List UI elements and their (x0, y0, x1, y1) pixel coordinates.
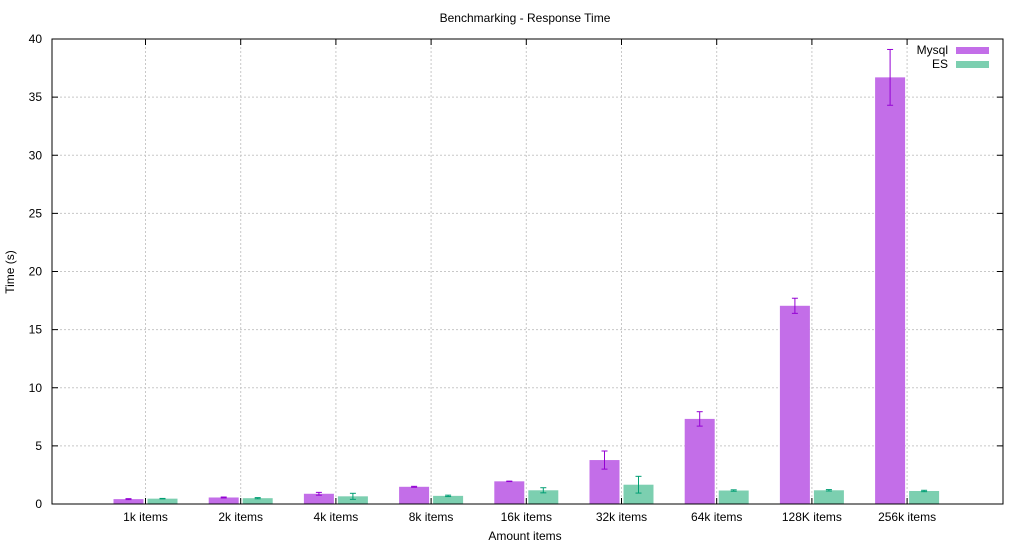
bar-es (813, 490, 844, 504)
bar-mysql (875, 77, 906, 505)
bar-mysql (208, 497, 239, 504)
bar-es (528, 490, 559, 504)
tick-labels: 0 5 10 15 20 25 30 35 40 1k items 2k items 4k items… (29, 32, 936, 524)
bar-mysql (303, 493, 334, 504)
legend-swatch-mysql (956, 47, 989, 54)
y-tick-label: 35 (29, 90, 43, 104)
y-tick-label: 10 (29, 381, 43, 395)
bar-es (242, 498, 273, 504)
x-tick-label: 32k items (596, 510, 647, 524)
bar-es (337, 496, 368, 504)
x-tick-label: 8k items (409, 510, 454, 524)
bar-mysql (779, 305, 810, 504)
bar-es (718, 490, 749, 504)
y-tick-label: 5 (35, 439, 42, 453)
legend-label-mysql: Mysql (917, 43, 948, 57)
bar-es (147, 498, 178, 504)
bar-es (623, 484, 654, 504)
x-tick-label: 1k items (123, 510, 168, 524)
bar-mysql (399, 486, 430, 504)
y-tick-label: 30 (29, 148, 43, 162)
error-bars (125, 48, 928, 501)
bar-es (909, 490, 940, 504)
x-axis-title: Amount items (488, 529, 561, 543)
x-tick-label: 16k items (501, 510, 552, 524)
x-tick-label: 2k items (218, 510, 263, 524)
x-tick-label: 4k items (314, 510, 359, 524)
y-tick-label: 25 (29, 206, 43, 220)
bar-mysql (113, 499, 144, 504)
x-tick-label: 128K items (782, 510, 842, 524)
y-tick-label: 15 (29, 323, 43, 337)
bar-mysql (684, 418, 715, 504)
x-tick-label: 64k items (691, 510, 742, 524)
y-axis-title: Time (s) (3, 250, 17, 294)
bar-es (433, 495, 464, 504)
chart-title: Benchmarking - Response Time (440, 11, 611, 25)
y-tick-label: 0 (35, 497, 42, 511)
legend-swatch-es (956, 61, 989, 68)
y-tick-label: 20 (29, 265, 43, 279)
grid-lines (52, 39, 1003, 504)
y-tick-label: 40 (29, 32, 43, 46)
legend-label-es: ES (932, 57, 948, 71)
x-tick-label: 256k items (878, 510, 936, 524)
axis-ticks (52, 38, 1003, 505)
bar-mysql (494, 481, 525, 504)
